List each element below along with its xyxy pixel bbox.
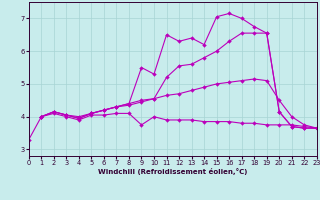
X-axis label: Windchill (Refroidissement éolien,°C): Windchill (Refroidissement éolien,°C)	[98, 168, 247, 175]
